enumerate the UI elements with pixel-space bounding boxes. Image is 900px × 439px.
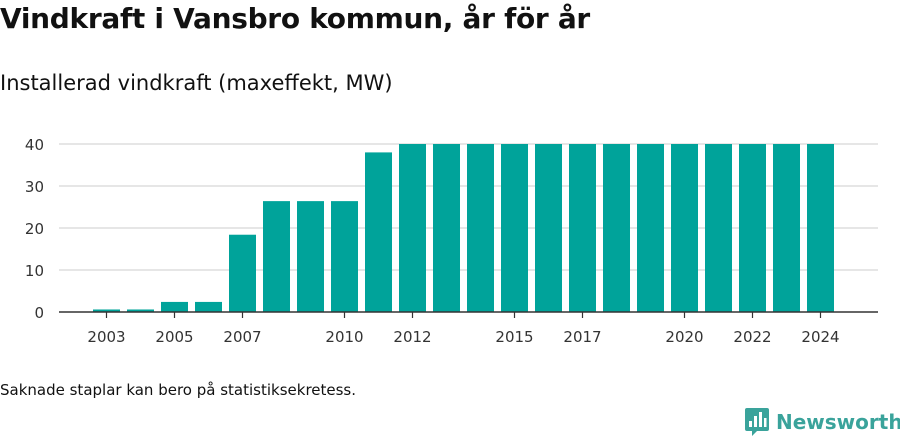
bar-chart-speech-bubble-icon (745, 408, 769, 436)
bar-2007 (229, 234, 256, 312)
y-axis-ticks: 0 10 20 30 40 (25, 136, 44, 322)
x-tick-label: 2010 (325, 328, 363, 346)
y-tick-label: 10 (25, 262, 44, 280)
bar-2016 (535, 144, 562, 312)
x-tick-label: 2024 (801, 328, 839, 346)
y-tick-label: 20 (25, 220, 44, 238)
bar-2013 (433, 144, 460, 312)
bar-2005 (161, 301, 188, 312)
bar-2018 (603, 144, 630, 312)
bar-2014 (467, 144, 494, 312)
y-tick-label: 30 (25, 178, 44, 196)
bar-2023 (773, 144, 800, 312)
x-axis-ticks: 2003 2005 2007 2010 2012 2015 2017 2020 2022 2024 (87, 312, 840, 346)
footnote: Saknade staplar kan bero på statistiksek… (0, 381, 357, 399)
chart-title: Vindkraft i Vansbro kommun, år för år (0, 2, 590, 35)
bar-2022 (739, 144, 766, 312)
x-tick-label: 2003 (87, 328, 125, 346)
bar-2008 (263, 201, 290, 312)
x-tick-label: 2022 (733, 328, 771, 346)
bar-2017 (569, 144, 596, 312)
x-tick-label: 2007 (223, 328, 261, 346)
y-tick-label: 0 (34, 304, 44, 322)
bar-2011 (365, 152, 392, 312)
bar-2010 (331, 201, 358, 312)
x-tick-label: 2012 (393, 328, 431, 346)
brand-name: Newsworthy (776, 410, 900, 434)
bar-2019 (637, 144, 664, 312)
chart-subtitle: Installerad vindkraft (maxeffekt, MW) (0, 71, 393, 95)
x-tick-label: 2005 (155, 328, 193, 346)
bar-2009 (297, 201, 324, 312)
x-tick-label: 2017 (563, 328, 601, 346)
bar-2020 (671, 144, 698, 312)
bar-2024 (807, 144, 834, 312)
x-tick-label: 2020 (665, 328, 703, 346)
bars (93, 144, 834, 312)
x-tick-label: 2015 (495, 328, 533, 346)
bar-2003 (93, 309, 120, 312)
bar-2012 (399, 144, 426, 312)
bar-2021 (705, 144, 732, 312)
bar-2015 (501, 144, 528, 312)
y-tick-label: 40 (25, 136, 44, 154)
bar-2004 (127, 309, 154, 312)
brand-logo[interactable]: Newsworthy (744, 406, 900, 438)
bar-2006 (195, 301, 222, 312)
